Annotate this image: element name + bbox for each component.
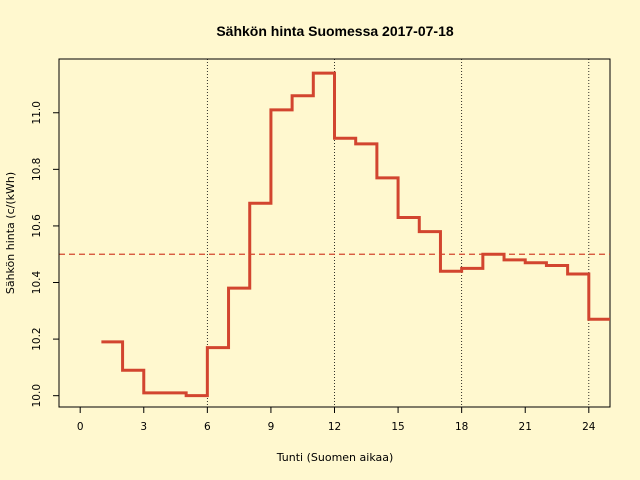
series-line [101, 71, 610, 398]
chart-title: Sähkön hinta Suomessa 2017-07-18 [216, 23, 454, 39]
y-tick-label: 10.8 [31, 158, 43, 181]
x-tick-label: 24 [582, 421, 596, 433]
y-tick-label: 10.4 [31, 271, 43, 295]
x-tick-label: 15 [391, 421, 404, 433]
x-tick-label: 21 [519, 421, 532, 433]
y-axis-label: Sähkön hinta (c/(kWh) [4, 172, 17, 294]
series-group [101, 71, 610, 398]
x-axis: 0 3 6 9 12 15 18 21 24 [77, 406, 596, 433]
x-axis-label: Tunti (Suomen aikaa) [276, 451, 394, 464]
y-tick-label: 10.2 [31, 327, 43, 350]
x-tick-label: 6 [204, 421, 211, 433]
x-tick-label: 12 [328, 421, 341, 433]
x-tick-label: 18 [455, 421, 468, 433]
grid-lines [206, 59, 590, 407]
y-tick-label: 10.0 [31, 384, 43, 407]
y-tick-label: 11.0 [31, 101, 43, 124]
y-axis: 10.0 10.2 10.4 10.6 10.8 11.0 [31, 101, 60, 407]
x-tick-label: 9 [268, 421, 275, 433]
x-tick-label: 0 [77, 421, 84, 433]
y-tick-label: 10.6 [31, 214, 43, 238]
x-tick-label: 3 [140, 421, 147, 433]
